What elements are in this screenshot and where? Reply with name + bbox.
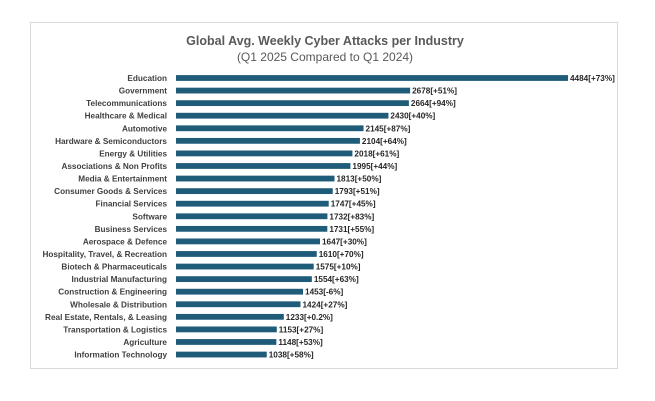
category-label: Government xyxy=(119,87,167,96)
value-label: 1995[+44%] xyxy=(352,162,397,171)
value-label: 2145[+87%] xyxy=(366,124,411,133)
value-label: 1747[+45%] xyxy=(331,200,376,209)
category-label: Software xyxy=(132,212,167,221)
value-label: 1647[+30%] xyxy=(322,237,367,246)
category-label: Hospitality, Travel, & Recreation xyxy=(42,250,167,259)
category-label: Biotech & Pharmaceuticals xyxy=(61,263,167,272)
value-label: 1453[-6%] xyxy=(305,288,344,297)
category-label: Energy & Utilities xyxy=(99,149,167,158)
category-label: Real Estate, Rentals, & Leasing xyxy=(45,313,167,322)
bar xyxy=(176,263,314,270)
category-label: Agriculture xyxy=(123,338,167,347)
category-label: Transportation & Logistics xyxy=(63,325,167,334)
value-label: 1575[+10%] xyxy=(316,263,361,272)
bar xyxy=(176,125,364,132)
bar xyxy=(176,100,409,107)
value-label: 1813[+50%] xyxy=(336,175,381,184)
category-label: Education xyxy=(127,74,167,83)
bar xyxy=(176,163,351,169)
bar-chart: Global Avg. Weekly Cyber Attacks per Ind… xyxy=(42,34,615,360)
bar xyxy=(176,339,277,345)
value-label: 1793[+51%] xyxy=(335,187,380,196)
bar xyxy=(176,75,568,81)
bars-group: Education 4484[+73%] Government 2678[+51%] T… xyxy=(42,74,615,360)
category-label: Healthcare & Medical xyxy=(85,112,167,121)
bar xyxy=(176,301,301,308)
value-label: 2430[+40%] xyxy=(390,112,435,121)
category-label: Media & Entertainment xyxy=(78,175,167,184)
value-label: 1233[+0.2%] xyxy=(286,313,333,322)
category-label: Business Services xyxy=(95,225,168,234)
value-label: 1153[+27%] xyxy=(279,325,324,334)
category-label: Telecommunications xyxy=(86,99,167,108)
value-label: 2664[+94%] xyxy=(411,99,456,108)
bar xyxy=(176,251,317,257)
bar xyxy=(176,137,360,144)
bar xyxy=(176,326,277,333)
chart-subtitle: (Q1 2025 Compared to Q1 2024) xyxy=(237,50,413,64)
bar xyxy=(176,288,304,295)
bar xyxy=(176,175,335,182)
category-label: Industrial Manufacturing xyxy=(71,275,167,284)
value-label: 1610[+70%] xyxy=(319,250,364,259)
bar xyxy=(176,87,411,94)
value-label: 1424[+27%] xyxy=(302,300,347,309)
value-label: 2018[+61%] xyxy=(354,149,399,158)
category-label: Consumer Goods & Services xyxy=(54,187,167,196)
bar xyxy=(176,351,267,358)
value-label: 2678[+51%] xyxy=(412,87,457,96)
category-label: Automotive xyxy=(122,124,167,133)
category-label: Construction & Engineering xyxy=(58,288,167,297)
value-label: 1038[+58%] xyxy=(269,351,314,360)
bar xyxy=(176,112,389,119)
value-label: 1731[+55%] xyxy=(329,225,374,234)
value-label: 1554[+63%] xyxy=(314,275,359,284)
bar xyxy=(176,313,284,320)
chart-title: Global Avg. Weekly Cyber Attacks per Ind… xyxy=(186,34,464,48)
bar xyxy=(176,188,333,195)
bar xyxy=(176,213,328,220)
value-label: 4484[+73%] xyxy=(570,74,615,83)
chart-area: Global Avg. Weekly Cyber Attacks per Ind… xyxy=(30,22,618,369)
category-label: Associations & Non Profits xyxy=(61,162,167,171)
bar xyxy=(176,238,320,245)
value-label: 2104[+64%] xyxy=(362,137,407,146)
category-label: Information Technology xyxy=(74,351,167,360)
value-label: 1148[+53%] xyxy=(278,338,323,347)
category-label: Aerospace & Defence xyxy=(83,237,168,246)
category-label: Hardware & Semiconductors xyxy=(55,137,167,146)
bar xyxy=(176,150,353,157)
bar xyxy=(176,200,329,207)
value-label: 1732[+83%] xyxy=(329,212,374,221)
category-label: Financial Services xyxy=(96,200,168,209)
bar xyxy=(176,225,328,232)
bar xyxy=(176,276,312,283)
category-label: Wholesale & Distribution xyxy=(70,300,167,309)
